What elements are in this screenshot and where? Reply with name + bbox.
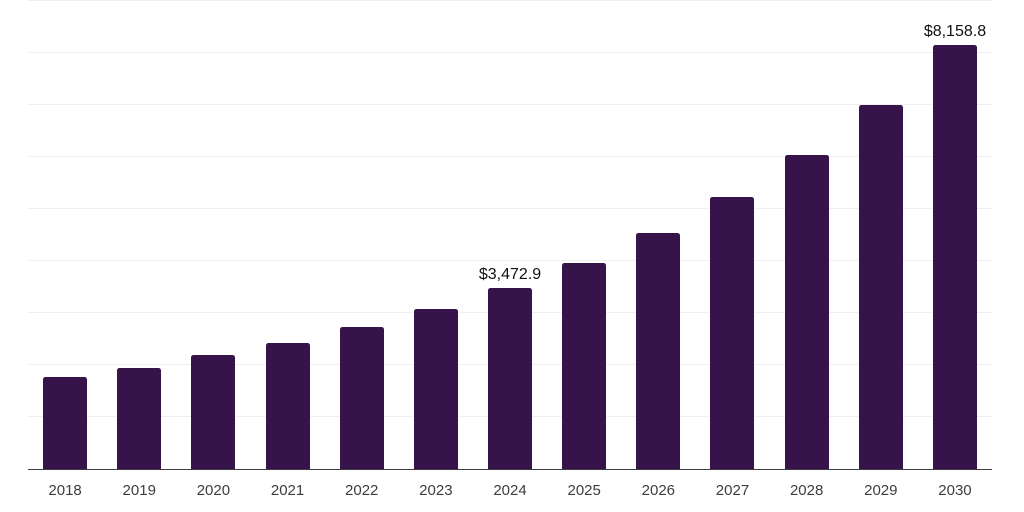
gridline xyxy=(28,52,992,53)
bar-slot xyxy=(844,0,918,469)
x-tick-label-2023: 2023 xyxy=(419,482,453,499)
x-tick-label-2019: 2019 xyxy=(122,482,156,499)
value-label-2024: $3,472.9 xyxy=(478,266,542,284)
x-tick-label-2028: 2028 xyxy=(789,482,824,499)
bar-slot xyxy=(28,0,102,469)
x-tick-label-2024: 2024 xyxy=(493,482,527,499)
bar-slot xyxy=(176,0,250,469)
plot-area: $3,472.9 $8,158.8 xyxy=(28,0,992,470)
bar-2023 xyxy=(413,308,458,469)
x-tick-label-2020: 2020 xyxy=(196,482,231,499)
bar-slot: $8,158.8 xyxy=(918,0,992,469)
bar-2022 xyxy=(339,327,384,469)
x-tick-label-2026: 2026 xyxy=(641,482,676,499)
bar-slot xyxy=(250,0,324,469)
x-tick-label-2027: 2027 xyxy=(715,482,750,499)
x-tick-label-2030: 2030 xyxy=(938,482,972,499)
bar-2027 xyxy=(710,197,755,469)
x-tick-label-2018: 2018 xyxy=(48,482,82,499)
bar-2026 xyxy=(636,232,681,469)
bar-slot xyxy=(547,0,621,469)
bar-2024: $3,472.9 xyxy=(479,266,541,469)
bar-2029 xyxy=(858,104,903,469)
bar-2028 xyxy=(784,154,829,469)
bar-slot xyxy=(770,0,844,469)
bar-slot xyxy=(102,0,176,469)
gridline xyxy=(28,260,992,261)
bar-2018 xyxy=(43,377,88,469)
bar-slot: $3,472.9 xyxy=(473,0,547,469)
bar-2021 xyxy=(265,343,310,469)
bars-layer: $3,472.9 $8,158.8 xyxy=(28,0,992,469)
bar-slot xyxy=(325,0,399,469)
bar-2030: $8,158.8 xyxy=(924,23,986,469)
x-tick-label-2029: 2029 xyxy=(864,482,898,499)
bar-2019 xyxy=(117,368,162,469)
gridline xyxy=(28,156,992,157)
x-tick-label-2025: 2025 xyxy=(567,482,601,499)
bar-slot xyxy=(695,0,769,469)
gridline xyxy=(28,0,992,1)
bar-slot xyxy=(399,0,473,469)
gridline xyxy=(28,208,992,209)
bar-2025 xyxy=(562,263,607,469)
gridline xyxy=(28,104,992,105)
x-axis-tick-labels: 2018 2019 2020 2021 2022 2023 2024 2025 2026 2027… xyxy=(28,470,992,512)
x-tick-label-2021: 2021 xyxy=(270,482,305,499)
bar-2020 xyxy=(191,355,236,469)
value-label-2030: $8,158.8 xyxy=(923,22,987,40)
x-tick-label-2022: 2022 xyxy=(345,482,379,499)
bar-slot xyxy=(621,0,695,469)
